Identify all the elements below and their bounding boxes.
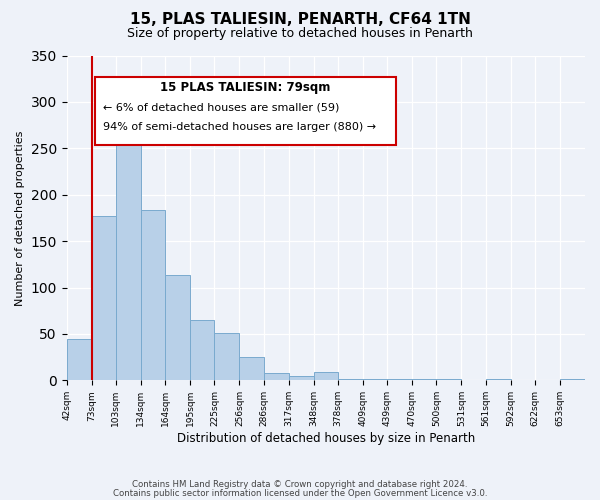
FancyBboxPatch shape <box>95 76 396 145</box>
Text: Size of property relative to detached houses in Penarth: Size of property relative to detached ho… <box>127 28 473 40</box>
Bar <box>190 320 214 380</box>
Bar <box>289 376 314 380</box>
Bar <box>116 138 141 380</box>
Bar <box>314 372 338 380</box>
Text: 15, PLAS TALIESIN, PENARTH, CF64 1TN: 15, PLAS TALIESIN, PENARTH, CF64 1TN <box>130 12 470 28</box>
Text: Contains public sector information licensed under the Open Government Licence v3: Contains public sector information licen… <box>113 488 487 498</box>
Bar <box>141 210 165 380</box>
Text: 15 PLAS TALIESIN: 79sqm: 15 PLAS TALIESIN: 79sqm <box>160 82 331 94</box>
Bar <box>214 333 239 380</box>
Bar <box>263 373 289 380</box>
Text: 94% of semi-detached houses are larger (880) →: 94% of semi-detached houses are larger (… <box>103 122 376 132</box>
Text: ← 6% of detached houses are smaller (59): ← 6% of detached houses are smaller (59) <box>103 102 340 113</box>
X-axis label: Distribution of detached houses by size in Penarth: Distribution of detached houses by size … <box>177 432 475 445</box>
Bar <box>239 357 263 380</box>
Text: Contains HM Land Registry data © Crown copyright and database right 2024.: Contains HM Land Registry data © Crown c… <box>132 480 468 489</box>
Bar <box>165 274 190 380</box>
Bar <box>67 338 92 380</box>
Bar <box>92 216 116 380</box>
Y-axis label: Number of detached properties: Number of detached properties <box>15 130 25 306</box>
